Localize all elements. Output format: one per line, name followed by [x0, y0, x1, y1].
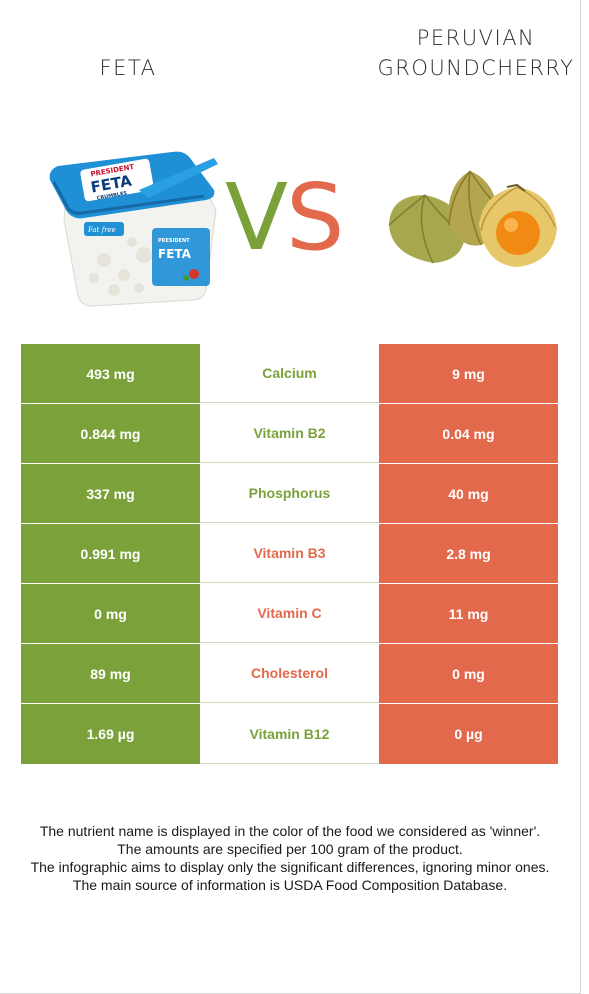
food-title-right-line2: GROUNDCHERRY [377, 56, 575, 80]
nutrient-row: 0.844 mg Vitamin B2 0.04 mg [21, 404, 558, 464]
right-value-cell: 0 µg [379, 704, 558, 764]
nutrient-row: 0 mg Vitamin C 11 mg [21, 584, 558, 644]
feta-lid-sub: CRUMBLES [96, 190, 128, 201]
right-value-cell: 40 mg [379, 464, 558, 523]
vs-v: V [225, 164, 288, 271]
food-title-left: FETA [38, 53, 218, 83]
footnote-line: The amounts are specified per 100 gram o… [117, 841, 463, 857]
food-title-right: PERUVIAN GROUNDCHERRY [362, 23, 589, 83]
nutrient-name-cell: Vitamin B3 [200, 524, 379, 583]
right-value-cell: 2.8 mg [379, 524, 558, 583]
footnote-line: The infographic aims to display only the… [30, 859, 550, 875]
footnote-line: The nutrient name is displayed in the co… [39, 823, 541, 839]
feta-front-product: FETA [158, 247, 192, 261]
feta-front-brand: PRESIDENT [158, 238, 190, 244]
nutrient-name-cell: Vitamin C [200, 584, 379, 643]
nutrient-row: 337 mg Phosphorus 40 mg [21, 464, 558, 524]
left-value-cell: 89 mg [21, 644, 200, 703]
right-value-cell: 0 mg [379, 644, 558, 703]
feta-fat-free-tag: Fat free [87, 226, 116, 234]
nutrient-name-cell: Cholesterol [200, 644, 379, 703]
nutrient-name-cell: Vitamin B12 [200, 704, 379, 764]
footnote-line: The main source of information is USDA F… [72, 877, 508, 893]
nutrient-name-cell: Vitamin B2 [200, 404, 379, 463]
right-value-cell: 0.04 mg [379, 404, 558, 463]
left-value-cell: 0.844 mg [21, 404, 200, 463]
right-value-cell: 11 mg [379, 584, 558, 643]
food-title-right-line1: PERUVIAN [416, 26, 536, 50]
left-value-cell: 0.991 mg [21, 524, 200, 583]
vs-s: S [285, 164, 344, 271]
left-value-cell: 493 mg [21, 344, 200, 403]
nutrient-name-cell: Calcium [200, 344, 379, 403]
left-value-cell: 0 mg [21, 584, 200, 643]
feta-crumbles-tub-icon: PRESIDENT FETA CRUMBLES PRESIDENT FETA F… [49, 151, 218, 307]
physalis-berries-icon [388, 170, 557, 267]
nutrient-row: 1.69 µg Vitamin B12 0 µg [21, 704, 558, 764]
nutrient-row: 0.991 mg Vitamin B3 2.8 mg [21, 524, 558, 584]
nutrient-row: 89 mg Cholesterol 0 mg [21, 644, 558, 704]
right-value-cell: 9 mg [379, 344, 558, 403]
nutrient-name-cell: Phosphorus [200, 464, 379, 523]
food-title-left-text: FETA [99, 56, 157, 80]
left-value-cell: 1.69 µg [21, 704, 200, 764]
nutrient-comparison-table: 493 mg Calcium 9 mg 0.844 mg Vitamin B2 0.04 … [21, 344, 558, 764]
left-value-cell: 337 mg [21, 464, 200, 523]
vs-label: VS [225, 168, 344, 268]
nutrient-row: 493 mg Calcium 9 mg [21, 344, 558, 404]
footnotes: The nutrient name is displayed in the co… [22, 822, 558, 894]
